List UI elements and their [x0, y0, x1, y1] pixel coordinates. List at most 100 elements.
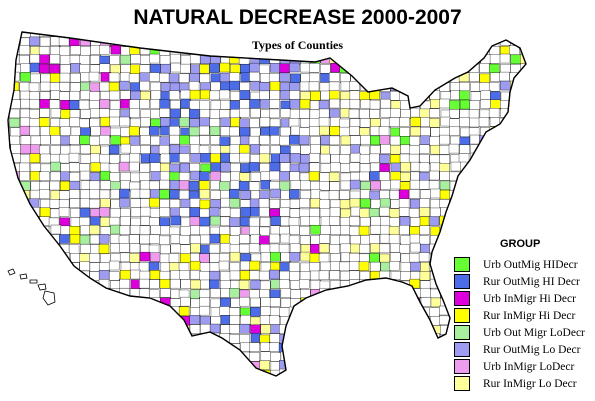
county-cell	[379, 369, 390, 376]
county-cell	[319, 305, 330, 316]
county-cell	[89, 100, 100, 110]
county-cell	[149, 126, 160, 136]
county-cell	[220, 234, 231, 244]
county-cell	[289, 243, 301, 253]
legend-item: Rur OutMig HI Decr	[454, 273, 594, 290]
county-cell	[159, 171, 171, 181]
county-cell	[18, 342, 30, 352]
county-cell	[460, 189, 471, 199]
county-cell	[130, 172, 141, 183]
county-cell	[40, 252, 52, 263]
county-cell	[98, 270, 110, 280]
county-cell	[509, 45, 520, 55]
county-cell	[379, 279, 391, 290]
county-cell	[380, 108, 391, 118]
county-cell	[99, 108, 110, 118]
county-cell	[29, 109, 40, 119]
county-cell	[150, 90, 162, 100]
county-cell	[160, 82, 172, 92]
county-cell	[160, 225, 171, 236]
county-cell	[259, 90, 270, 101]
county-cell	[49, 126, 60, 136]
county-cell	[310, 198, 321, 208]
county-cell	[149, 368, 160, 376]
county-cell	[259, 135, 270, 145]
county-cell	[19, 234, 31, 245]
county-cell	[429, 108, 440, 118]
legend-label: Rur OutMig HI Decr	[483, 275, 580, 288]
county-cell	[360, 334, 371, 344]
county-cell	[448, 32, 460, 38]
county-cell	[340, 380, 350, 389]
county-cell	[29, 99, 40, 109]
county-cell	[279, 46, 290, 56]
county-cell	[199, 73, 211, 84]
county-cell	[430, 46, 441, 56]
county-cell	[318, 253, 330, 263]
county-cell	[29, 379, 39, 388]
county-cell	[240, 378, 250, 387]
county-cell	[189, 89, 201, 100]
county-cell	[430, 297, 442, 308]
county-cell	[469, 198, 480, 208]
county-cell	[20, 369, 31, 376]
county-cell	[249, 289, 260, 300]
county-cell	[339, 118, 350, 129]
county-cell	[268, 32, 280, 37]
county-cell	[158, 235, 170, 246]
county-cell	[118, 36, 130, 46]
county-cell	[329, 145, 340, 155]
county-cell	[210, 73, 222, 83]
county-cell	[370, 243, 381, 253]
county-cell	[210, 343, 221, 353]
county-cell	[8, 54, 20, 65]
county-cell	[420, 243, 431, 254]
county-cell	[259, 289, 270, 299]
county-cell	[229, 45, 240, 56]
county-cell	[69, 271, 80, 281]
county-cell	[8, 333, 11, 343]
county-cell	[70, 370, 81, 376]
county-cell	[339, 270, 351, 281]
county-cell	[99, 81, 110, 92]
county-cell	[289, 208, 301, 218]
county-cell	[439, 180, 451, 191]
county-cell	[220, 162, 231, 172]
county-cell	[379, 324, 391, 334]
county-cell	[99, 63, 110, 73]
county-cell	[309, 126, 320, 136]
county-cell	[369, 190, 380, 201]
county-cell	[8, 369, 10, 376]
county-cell	[9, 306, 20, 316]
county-cell	[389, 32, 400, 39]
county-cell	[259, 153, 270, 164]
county-cell	[119, 32, 130, 39]
county-cell	[40, 135, 51, 145]
county-cell	[10, 197, 21, 208]
county-cell	[8, 172, 10, 182]
county-cell	[150, 81, 161, 92]
county-cell	[429, 154, 440, 165]
county-cell	[100, 198, 111, 208]
county-cell	[99, 207, 110, 217]
county-cell	[140, 180, 151, 190]
county-cell	[288, 262, 300, 272]
map-title: NATURAL DECREASE 2000-2007	[133, 6, 462, 29]
county-cell	[259, 64, 270, 75]
county-cell	[110, 324, 121, 334]
county-cell	[260, 306, 271, 316]
county-cell	[69, 324, 80, 335]
county-cell	[8, 98, 10, 109]
county-cell	[470, 172, 481, 182]
county-cell	[300, 180, 311, 191]
county-cell	[70, 315, 81, 326]
county-cell	[130, 207, 142, 217]
county-cell	[249, 198, 261, 209]
county-cell	[358, 261, 370, 271]
county-cell	[230, 32, 242, 37]
county-cell	[329, 261, 341, 271]
county-cell	[320, 145, 331, 156]
county-cell	[130, 269, 141, 280]
county-cell	[220, 81, 231, 92]
county-cell	[169, 134, 180, 145]
